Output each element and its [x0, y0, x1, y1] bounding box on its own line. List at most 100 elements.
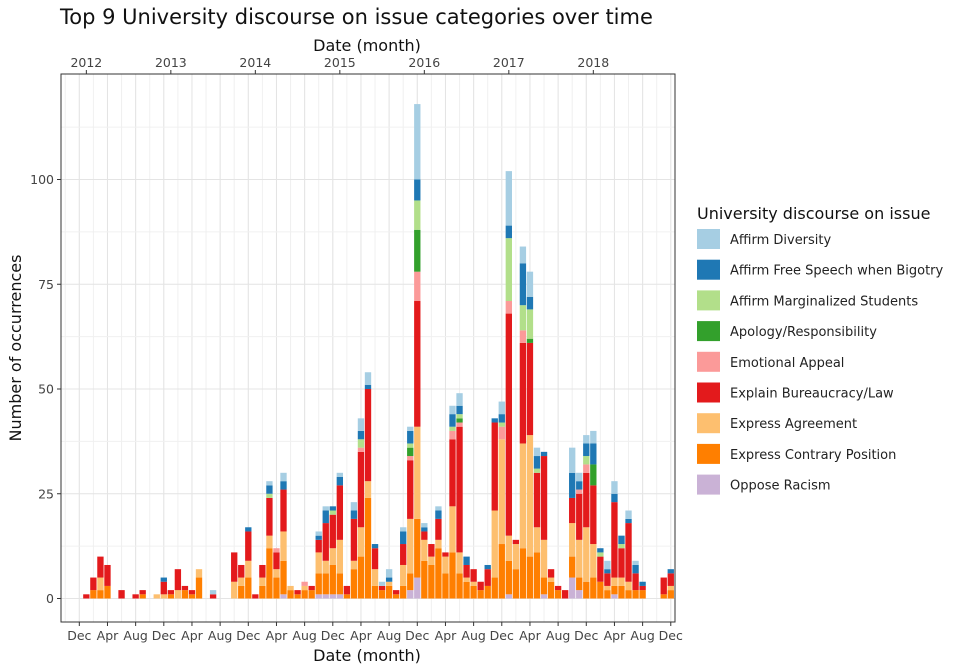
bar-segment	[357, 439, 365, 448]
bar-segment	[597, 581, 604, 599]
legend-label: Affirm Free Speech when Bigotry	[730, 264, 944, 279]
bar-segment	[357, 527, 365, 557]
legend-label: Affirm Marginalized Students	[730, 294, 918, 309]
bar-segment	[280, 481, 287, 490]
bar-segment	[301, 590, 308, 599]
bar-segment	[660, 594, 667, 599]
x-tick-label: Apr	[266, 628, 288, 643]
bar-stack	[392, 590, 400, 599]
bar-segment	[428, 564, 435, 599]
bar-stack	[259, 564, 266, 599]
bar-stack	[83, 594, 90, 599]
bar-segment	[583, 581, 590, 599]
bar-segment	[322, 506, 329, 511]
legend-label: Explain Bureaucracy/Law	[730, 387, 894, 402]
bar-segment	[209, 594, 217, 599]
bar-stack	[118, 590, 125, 599]
bar-segment	[590, 430, 597, 444]
bar-segment	[90, 590, 97, 599]
legend-item: Affirm Marginalized Students	[697, 290, 918, 311]
bar-segment	[639, 585, 646, 591]
bar-segment	[371, 569, 379, 586]
bar-segment	[576, 539, 583, 578]
bar-segment	[604, 560, 611, 570]
bar-segment	[357, 447, 365, 452]
bar-segment	[421, 531, 428, 540]
bar-segment	[667, 573, 674, 586]
bar-stack	[660, 577, 667, 599]
bar-segment	[632, 564, 639, 574]
bar-segment	[505, 301, 512, 314]
bar-stack	[625, 510, 632, 599]
bar-segment	[442, 556, 449, 574]
bar-segment	[329, 548, 336, 565]
x-top-tick-label: 2016	[408, 55, 440, 70]
y-tick-label: 25	[38, 486, 54, 501]
bar-segment	[456, 393, 463, 406]
bar-stack	[336, 472, 344, 599]
bar-segment	[505, 535, 512, 561]
bar-stack	[266, 481, 273, 599]
bar-stack	[174, 569, 182, 599]
bar-segment	[456, 552, 463, 574]
bar-segment	[350, 560, 358, 570]
bar-segment	[181, 585, 189, 591]
bar-stack	[280, 472, 287, 599]
bar-stack	[378, 581, 386, 599]
bar-segment	[315, 539, 322, 553]
bar-segment	[104, 585, 111, 599]
bar-segment	[583, 456, 590, 465]
legend-item: Emotional Appeal	[697, 351, 844, 372]
bar-segment	[378, 590, 386, 599]
bar-segment	[266, 548, 273, 599]
bar-segment	[576, 590, 583, 599]
bar-segment	[533, 552, 541, 599]
bar-segment	[139, 590, 146, 595]
bar-segment	[519, 263, 527, 306]
bar-segment	[336, 573, 344, 595]
bar-stack	[385, 569, 393, 599]
bar-segment	[576, 489, 583, 494]
bar-stack	[604, 560, 611, 599]
bar-stack	[519, 246, 527, 599]
legend-item: Express Contrary Position	[697, 443, 896, 464]
legend-item: Oppose Racism	[697, 474, 831, 495]
bar-segment	[611, 493, 618, 503]
bar-segment	[90, 577, 97, 591]
bar-segment	[266, 481, 273, 486]
bar-segment	[505, 313, 512, 536]
bar-segment	[414, 200, 421, 230]
bar-segment	[371, 544, 379, 549]
bar-segment	[266, 493, 273, 498]
bar-segment	[414, 301, 421, 427]
bar-stack	[153, 594, 160, 599]
bar-segment	[414, 271, 421, 302]
bar-segment	[315, 535, 322, 540]
legend-swatch	[697, 382, 720, 403]
bar-stack	[597, 548, 604, 599]
bar-segment	[322, 573, 329, 595]
bar-segment	[238, 585, 245, 599]
bar-segment	[519, 305, 527, 331]
bar-segment	[364, 389, 372, 482]
bar-segment	[167, 594, 175, 599]
bar-segment	[414, 179, 421, 201]
bar-segment	[484, 564, 491, 570]
bar-segment	[639, 590, 646, 599]
bar-segment	[505, 225, 512, 239]
bar-segment	[611, 585, 618, 595]
bar-segment	[526, 338, 534, 343]
bar-segment	[576, 472, 583, 482]
bar-segment	[449, 552, 456, 599]
legend-swatch	[697, 351, 720, 372]
bar-segment	[449, 506, 456, 553]
bar-segment	[435, 539, 442, 549]
bar-segment	[428, 556, 435, 565]
bar-stack	[364, 372, 372, 599]
bar-segment	[407, 456, 414, 461]
bar-segment	[266, 497, 273, 536]
x-axis-title: Date (month)	[313, 646, 421, 665]
bar-segment	[449, 405, 456, 415]
y-tick-label: 50	[38, 382, 54, 397]
